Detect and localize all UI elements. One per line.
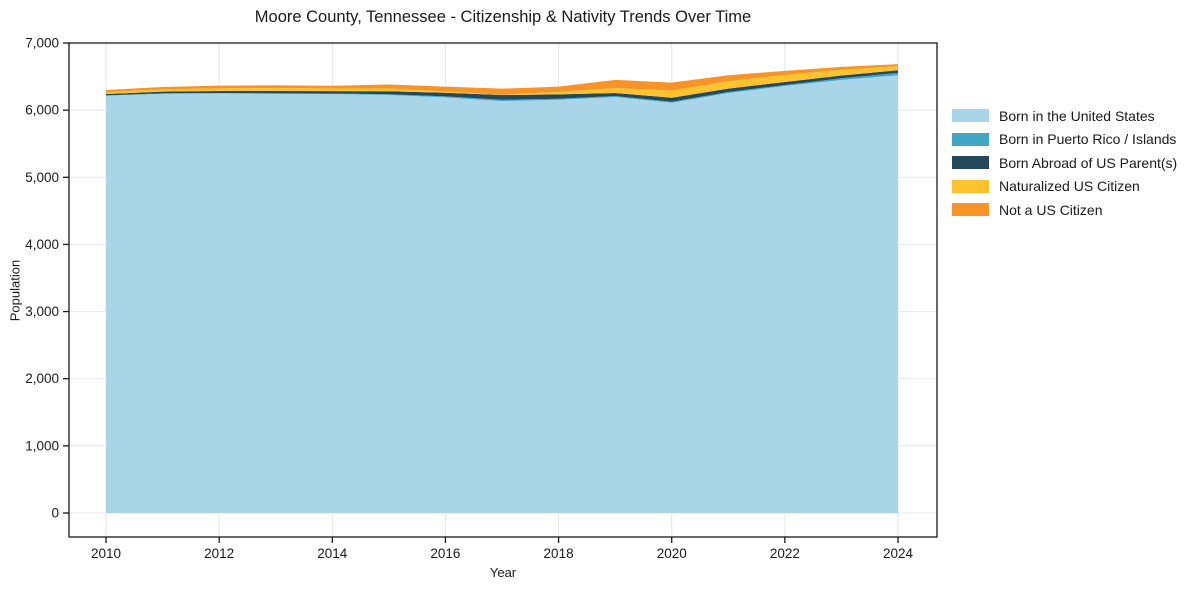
y-tick-label: 4,000 <box>25 237 59 252</box>
x-tick-label: 2024 <box>883 546 914 561</box>
legend: Born in the United States Born in Puerto … <box>952 104 1177 222</box>
legend-item-1: Born in Puerto Rico / Islands <box>952 128 1177 152</box>
legend-item-0: Born in the United States <box>952 104 1177 128</box>
legend-item-4: Not a US Citizen <box>952 198 1177 222</box>
y-tick-label: 2,000 <box>25 371 59 386</box>
legend-swatch-icon <box>952 179 989 193</box>
chart-title: Moore County, Tennessee - Citizenship & … <box>254 8 752 26</box>
x-tick-label: 2010 <box>91 546 121 561</box>
legend-swatch-icon <box>952 109 989 123</box>
x-tick-label: 2018 <box>544 546 574 561</box>
legend-label: Born Abroad of US Parent(s) <box>999 154 1178 171</box>
legend-label: Born in the United States <box>999 107 1155 124</box>
legend-label: Not a US Citizen <box>999 201 1103 218</box>
x-tick-label: 2020 <box>657 546 687 561</box>
legend-swatch-icon <box>952 156 989 170</box>
x-tick-label: 2014 <box>317 546 348 561</box>
x-tick-label: 2012 <box>204 546 234 561</box>
y-tick-label: 0 <box>51 506 59 521</box>
area-series-3 <box>106 66 898 98</box>
legend-swatch-icon <box>952 132 989 146</box>
legend-swatch-icon <box>952 203 989 217</box>
legend-label: Born in Puerto Rico / Islands <box>999 131 1177 148</box>
y-tick-label: 7,000 <box>25 36 59 51</box>
area-series-0 <box>106 75 898 513</box>
y-tick-label: 6,000 <box>25 103 59 118</box>
y-tick-label: 1,000 <box>25 438 59 453</box>
legend-item-3: Naturalized US Citizen <box>952 175 1177 199</box>
y-tick-label: 3,000 <box>25 304 59 319</box>
x-tick-label: 2016 <box>430 546 460 561</box>
y-tick-label: 5,000 <box>25 170 59 185</box>
legend-item-2: Born Abroad of US Parent(s) <box>952 151 1177 175</box>
plot-border <box>68 42 938 538</box>
x-tick-label: 2022 <box>770 546 800 561</box>
x-axis-label: Year <box>489 565 517 580</box>
area-series-4 <box>106 64 898 95</box>
legend-label: Naturalized US Citizen <box>999 178 1140 195</box>
area-series-2 <box>106 70 898 102</box>
